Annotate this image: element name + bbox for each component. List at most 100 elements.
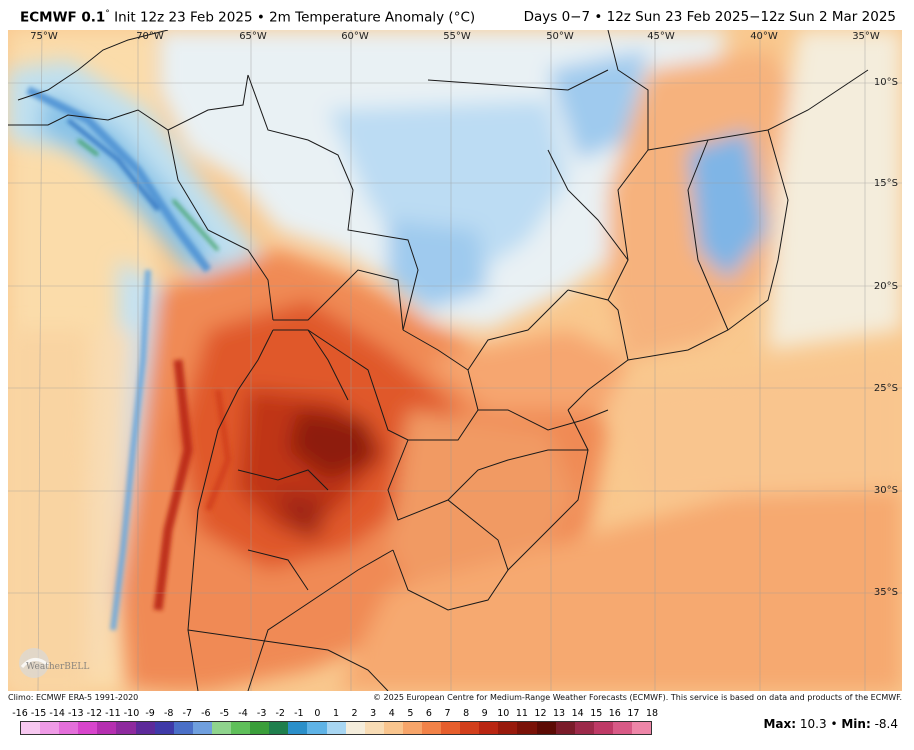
- colorbar-tick-label: -12: [86, 708, 103, 719]
- degree-symbol: °: [105, 9, 110, 19]
- model-name: ECMWF 0.1: [20, 9, 106, 26]
- copyright-note: © 2025 European Centre for Medium-Range …: [373, 693, 902, 702]
- lat-label-30s: 30°S: [873, 485, 898, 496]
- max-value: 10.3: [799, 717, 827, 731]
- lon-label-50w: 50°W: [546, 31, 574, 42]
- colorbar-tick-label: -4: [238, 708, 248, 719]
- map-canvas: [8, 30, 902, 691]
- borders: [8, 30, 869, 691]
- lon-label-65w: 65°W: [239, 31, 267, 42]
- colorbar-swatch: [231, 722, 251, 734]
- colorbar-tick-label: -3: [256, 708, 267, 719]
- colorbar-swatch: [402, 722, 422, 734]
- colorbar-swatch: [40, 722, 60, 734]
- colorbar-tick-label: 5: [407, 708, 414, 719]
- colorbar-tick-label: 1: [332, 708, 340, 719]
- min-label: Min:: [841, 717, 871, 731]
- colorbar-tick-label: 10: [497, 708, 510, 719]
- lon-label-45w: 45°W: [647, 31, 675, 42]
- colorbar-swatch: [364, 722, 384, 734]
- map-header: ECMWF 0.1° Init 12z 23 Feb 2025 • 2m Tem…: [0, 0, 914, 30]
- colorbar-swatch: [517, 722, 537, 734]
- colorbar-labels: -16 -15 -14 -13 -12 -11 -10 -9 -8 -7 -6 -5 -4 -3 -2 -1 0…: [12, 708, 658, 721]
- lat-label-10s: 10°S: [873, 77, 898, 88]
- colorbar-tick-label: -6: [201, 708, 211, 719]
- colorbar-tick-label: 18: [645, 708, 659, 719]
- climo-note: Climo: ECMWF ERA-5 1991-2020: [8, 693, 139, 702]
- colorbar-tick-label: -2: [275, 708, 285, 719]
- colorbar-swatch: [345, 722, 365, 734]
- colorbar-swatches: [20, 721, 652, 735]
- colorbar-swatch: [211, 722, 232, 734]
- colorbar-swatch: [383, 722, 403, 734]
- colorbar-swatch: [574, 722, 594, 734]
- valid-period: Days 0−7 • 12z Sun 23 Feb 2025−12z Sun 2…: [523, 9, 896, 25]
- colorbar-swatch: [326, 722, 346, 734]
- colorbar-tick-label: 12: [534, 708, 547, 719]
- separator: •: [830, 717, 838, 731]
- colorbar-tick-label: -13: [67, 708, 84, 719]
- colorbar-swatch: [421, 722, 442, 734]
- colorbar-tick-label: 3: [370, 708, 377, 719]
- colorbar-tick-label: 8: [463, 708, 470, 719]
- colorbar-tick-label: 16: [608, 708, 621, 719]
- temperature-anomaly-map: [8, 30, 902, 691]
- colorbar-swatch: [498, 722, 518, 734]
- map-description: Init 12z 23 Feb 2025 • 2m Temperature An…: [114, 9, 476, 26]
- colorbar-swatch: [612, 722, 632, 734]
- colorbar-tick-label: -11: [105, 708, 121, 719]
- colorbar-swatch: [441, 722, 461, 734]
- lon-label-60w: 60°W: [341, 31, 369, 42]
- colorbar-tick-label: 0: [314, 708, 321, 719]
- colorbar-swatch: [116, 722, 136, 734]
- colorbar-swatch: [536, 722, 556, 734]
- lon-label-70w: 70°W: [136, 31, 164, 42]
- colorbar-tick-label: -9: [145, 708, 155, 719]
- colorbar-swatch: [479, 722, 499, 734]
- lon-label-35w: 35°W: [852, 31, 880, 42]
- colorbar-tick-label: -5: [219, 708, 230, 719]
- colorbar-tick-label: -7: [182, 708, 193, 719]
- colorbar-swatch: [307, 722, 327, 734]
- colorbar-tick-label: 6: [425, 708, 432, 719]
- colorbar: -16 -15 -14 -13 -12 -11 -10 -9 -8 -7 -6 -5 -4 -3 -2 -1 0…: [12, 708, 658, 735]
- min-value: -8.4: [874, 717, 898, 731]
- lat-label-15s: 15°S: [873, 178, 898, 189]
- colorbar-tick-label: 9: [481, 708, 488, 719]
- colorbar-tick-label: -15: [30, 708, 47, 719]
- max-min-readout: Max: 10.3 • Min: -8.4: [763, 717, 898, 731]
- lon-label-55w: 55°W: [443, 31, 471, 42]
- colorbar-swatch: [250, 722, 270, 734]
- colorbar-swatch: [135, 722, 155, 734]
- max-label: Max:: [763, 717, 797, 731]
- colorbar-swatch: [555, 722, 575, 734]
- colorbar-tick-label: 14: [571, 708, 584, 719]
- colorbar-swatch: [173, 722, 193, 734]
- colorbar-swatch: [78, 722, 98, 734]
- lon-label-75w: 75°W: [30, 31, 58, 42]
- colorbar-swatch: [269, 722, 289, 734]
- graticule: [8, 30, 902, 691]
- colorbar-tick-label: 7: [444, 708, 451, 719]
- lat-label-20s: 20°S: [873, 281, 898, 292]
- colorbar-tick-label: 11: [515, 708, 528, 719]
- colorbar-tick-label: -10: [123, 708, 140, 719]
- colorbar-swatch: [288, 722, 308, 734]
- colorbar-tick-label: 15: [590, 708, 603, 719]
- colorbar-tick-label: -8: [163, 708, 174, 719]
- colorbar-swatch: [21, 722, 41, 734]
- colorbar-tick-label: 2: [351, 708, 358, 719]
- weatherbell-logo: WeatherBELL: [14, 645, 90, 681]
- colorbar-swatch: [154, 722, 174, 734]
- colorbar-tick-label: 13: [553, 708, 566, 719]
- colorbar-swatch: [460, 722, 480, 734]
- svg-text:WeatherBELL: WeatherBELL: [26, 662, 89, 672]
- lon-label-40w: 40°W: [750, 31, 778, 42]
- colorbar-tick-label: -14: [49, 708, 65, 719]
- colorbar-tick-label: -16: [12, 708, 28, 719]
- colorbar-tick-label: -1: [294, 708, 304, 719]
- lat-label-25s: 25°S: [873, 383, 898, 394]
- colorbar-tick-label: 4: [388, 708, 395, 719]
- lat-label-35s: 35°S: [873, 587, 898, 598]
- map-title: ECMWF 0.1° Init 12z 23 Feb 2025 • 2m Tem…: [20, 9, 475, 26]
